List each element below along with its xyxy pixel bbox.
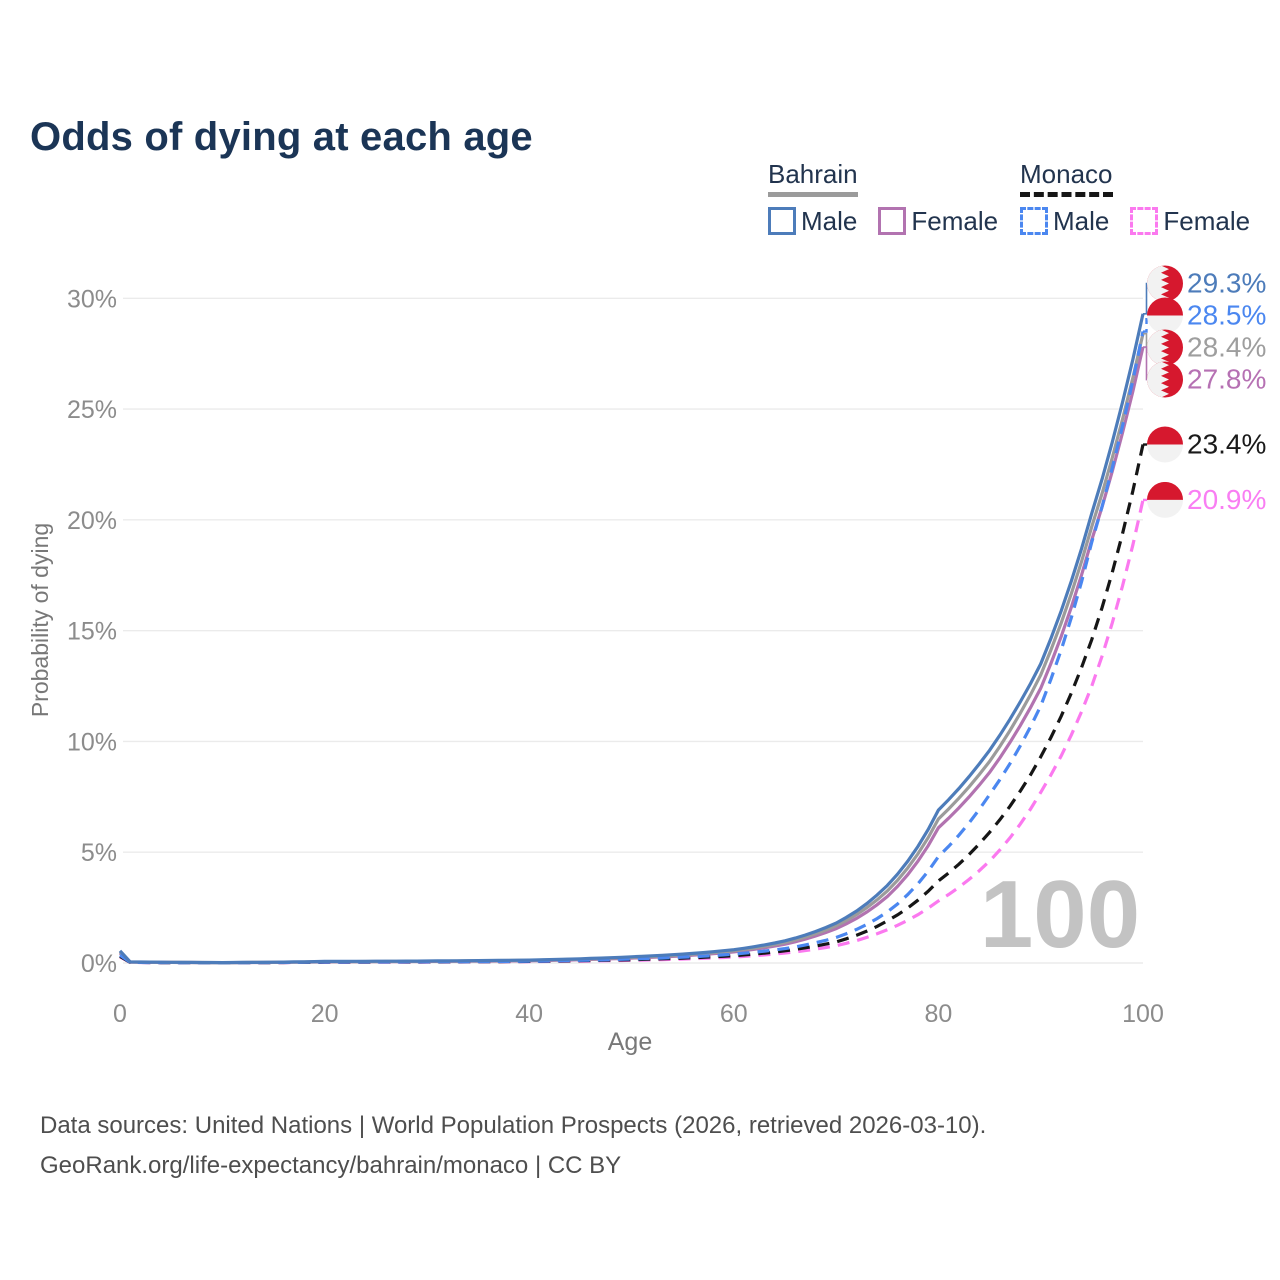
end-value-label: 28.5% [1187,300,1266,331]
legend-label: Female [911,205,999,236]
x-tick-label: 60 [720,1000,748,1028]
label-leader-line [1143,282,1150,315]
series-line-monaco-female [119,499,1145,965]
x-tick-label: 80 [924,1000,952,1028]
end-value-label: 29.3% [1187,268,1266,299]
label-leader-line [1143,346,1150,381]
series-line-bahrain-female [118,346,1145,965]
bahrain-male-swatch-icon [768,207,796,236]
page-title: Odds of dying at each age [30,114,533,159]
legend-title-monaco[interactable]: Monaco [1020,160,1113,197]
bahrain-flag-icon [1147,361,1183,398]
gridlines: 0% 5% 10% 15% 20% 25% 30% 0 20 40 60 80 100 [67,285,1164,1028]
bahrain-flag-icon [1147,329,1183,366]
bahrain-female-swatch-icon [878,207,907,236]
series-line-monaco [119,444,1145,965]
y-tick-label: 25% [67,396,117,424]
legend-item-bahrain-male[interactable]: Male [768,206,857,237]
y-axis-title: Probability of dying [27,523,53,717]
monaco-male-swatch-icon [1020,207,1048,236]
monaco-flag-icon [1147,297,1183,334]
y-tick-label: 20% [67,507,117,535]
end-value-label: 20.9% [1187,484,1266,515]
y-tick-label: 10% [67,728,117,756]
legend-label: Male [801,205,858,236]
legend-label: Male [1053,205,1110,236]
series-line-monaco-male [119,331,1145,965]
label-leader-line [1143,332,1150,349]
end-value-label: 23.4% [1187,429,1266,460]
series-line-bahrain-male [118,313,1145,965]
y-tick-label: 0% [81,950,117,978]
monaco-flag-icon [1147,481,1183,518]
legend-group-bahrain: Bahrain Male Female [768,160,998,237]
label-leader-line [1143,314,1150,333]
legend-item-monaco-female[interactable]: Female [1130,206,1250,237]
end-value-label: 27.8% [1187,364,1266,395]
legend-group-monaco: Monaco Male Female [1020,160,1250,237]
series-lines [118,313,1145,965]
x-tick-label: 40 [515,1000,543,1028]
bahrain-flag-icon [1147,265,1183,302]
footer: Data sources: United Nations | World Pop… [40,1106,986,1186]
attribution-line: GeoRank.org/life-expectancy/bahrain/mona… [40,1152,622,1179]
x-tick-label: 100 [1122,1000,1164,1028]
x-tick-label: 0 [113,1000,127,1028]
end-value-label: 28.4% [1187,332,1266,363]
data-sources-line: Data sources: United Nations | World Pop… [40,1112,987,1139]
legend-item-monaco-male[interactable]: Male [1020,206,1109,237]
legend-title-bahrain[interactable]: Bahrain [768,160,858,197]
y-tick-label: 15% [67,618,117,646]
legend-label: Female [1163,205,1251,236]
y-tick-label: 5% [81,839,117,867]
y-tick-label: 30% [67,285,117,313]
monaco-flag-icon [1147,426,1183,463]
age-watermark: 100 [980,861,1140,968]
x-tick-label: 20 [311,1000,339,1028]
monaco-female-swatch-icon [1130,207,1159,236]
x-axis-title: Age [608,1028,652,1056]
series-line-bahrain [118,333,1145,965]
end-labels: 29.3%28.5%28.4%27.8% 23.4% 20.9% [1143,265,1266,518]
legend-item-bahrain-female[interactable]: Female [878,206,998,237]
